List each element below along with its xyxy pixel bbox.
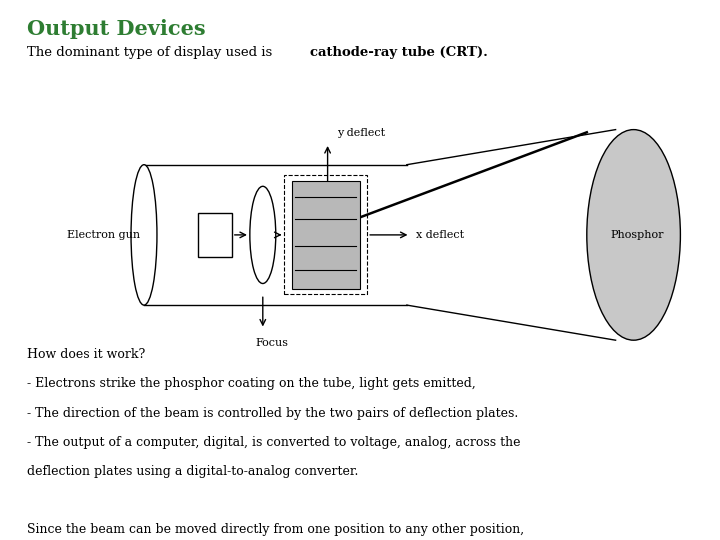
Ellipse shape — [131, 165, 157, 305]
Text: x deflect: x deflect — [416, 230, 464, 240]
Text: How does it work?: How does it work? — [27, 348, 145, 361]
Text: The dominant type of display used is: The dominant type of display used is — [27, 46, 277, 59]
Text: Phosphor: Phosphor — [611, 230, 664, 240]
Text: Output Devices: Output Devices — [27, 19, 206, 39]
Text: - The output of a computer, digital, is converted to voltage, analog, across the: - The output of a computer, digital, is … — [27, 436, 521, 449]
Text: - Electrons strike the phosphor coating on the tube, light gets emitted,: - Electrons strike the phosphor coating … — [27, 377, 476, 390]
Bar — [198, 213, 232, 256]
Bar — [292, 181, 360, 289]
Text: Since the beam can be moved directly from one position to any other position,: Since the beam can be moved directly fro… — [27, 523, 524, 536]
Text: cathode-ray tube (CRT).: cathode-ray tube (CRT). — [310, 46, 487, 59]
Text: Electron gun: Electron gun — [67, 230, 140, 240]
Bar — [284, 176, 367, 294]
Ellipse shape — [250, 186, 276, 284]
Text: y deflect: y deflect — [337, 127, 385, 138]
Ellipse shape — [587, 130, 680, 340]
Text: - The direction of the beam is controlled by the two pairs of deflection plates.: - The direction of the beam is controlle… — [27, 407, 518, 420]
Text: Focus: Focus — [256, 338, 289, 348]
Text: deflection plates using a digital-to-analog converter.: deflection plates using a digital-to-ana… — [27, 465, 359, 478]
